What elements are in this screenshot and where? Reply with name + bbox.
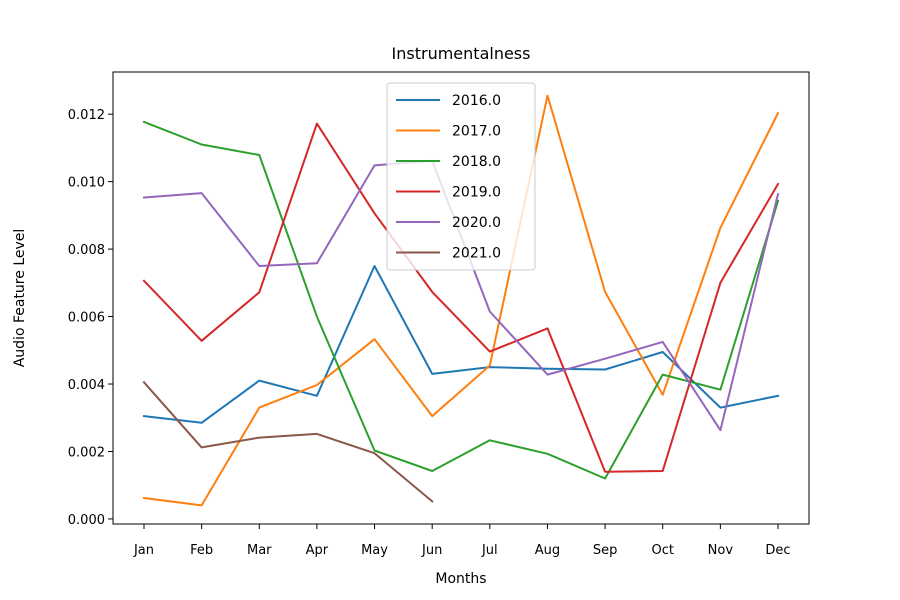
- series-layer: [142, 94, 780, 507]
- x-tick-label: Feb: [190, 543, 213, 558]
- x-tick-label: Aug: [535, 543, 560, 558]
- x-axis: Jan Feb Mar Apr May Jun Jul Aug Sep Oct Nov Dec: [133, 524, 791, 558]
- y-tick-label: 0.004: [68, 378, 105, 393]
- y-tick-label: 0.012: [68, 108, 105, 123]
- plot-frame: [112, 71, 810, 525]
- y-tick-label: 0.000: [68, 513, 105, 528]
- x-tick-label: Mar: [247, 543, 272, 558]
- series-line-2019-0: [142, 122, 780, 473]
- x-tick-label: Nov: [708, 543, 734, 558]
- legend-entry: 2019.0: [452, 185, 501, 201]
- legend-entry: 2018.0: [452, 154, 501, 170]
- x-tick-label: May: [361, 543, 388, 558]
- x-tick-label: Sep: [593, 543, 618, 558]
- series-line-2018-0: [142, 120, 780, 480]
- series-line-2021-0: [142, 380, 434, 503]
- x-tick-label: Jan: [133, 543, 154, 558]
- series-line-2016-0: [142, 265, 780, 424]
- legend-entry: 2021.0: [452, 246, 501, 262]
- y-tick-label: 0.008: [68, 243, 105, 258]
- legend-entry: 2017.0: [452, 124, 501, 140]
- y-axis-label: Audio Feature Level: [12, 229, 28, 368]
- series-line-2017-0: [142, 94, 780, 507]
- y-axis: 0.000 0.002 0.004 0.006 0.008 0.010 0.012: [68, 108, 113, 528]
- x-tick-label: Jun: [421, 543, 442, 558]
- legend-entry: 2016.0: [452, 93, 501, 109]
- y-tick-label: 0.010: [68, 176, 105, 191]
- y-tick-label: 0.006: [68, 311, 105, 326]
- x-tick-label: Oct: [651, 543, 673, 558]
- x-axis-label: Months: [435, 571, 486, 587]
- legend: 2016.0 2017.0 2018.0 2019.0 2020.0 2021.0: [386, 82, 536, 271]
- legend-entry: 2020.0: [452, 215, 501, 231]
- x-tick-label: Dec: [765, 543, 790, 558]
- y-tick-label: 0.002: [68, 445, 105, 460]
- x-tick-label: Jul: [481, 543, 498, 558]
- x-tick-label: Apr: [306, 543, 329, 558]
- legend-box: [386, 82, 536, 271]
- chart-title: Instrumentalness: [392, 44, 531, 63]
